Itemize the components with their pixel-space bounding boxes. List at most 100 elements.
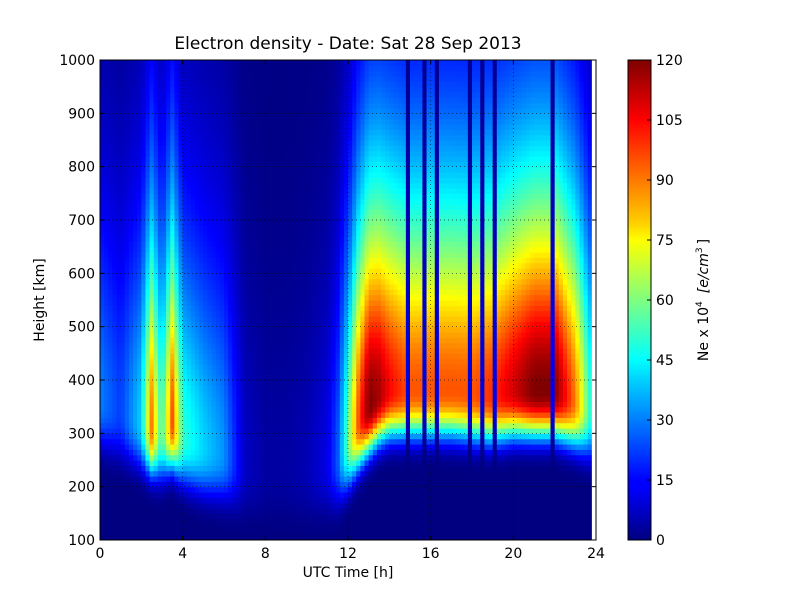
heatmap-cell — [116, 305, 122, 312]
heatmap-cell — [133, 481, 138, 488]
heatmap-cell — [203, 337, 209, 344]
heatmap-cell — [224, 268, 229, 274]
heatmap-cell — [124, 380, 130, 386]
heatmap-cell — [244, 252, 250, 258]
heatmap-cell — [224, 236, 229, 242]
heatmap-cell — [224, 417, 229, 424]
heatmap-cell — [170, 166, 175, 173]
heatmap-cell — [162, 380, 167, 386]
heatmap-cell — [257, 369, 262, 376]
heatmap-cell — [327, 486, 333, 493]
heatmap-cell — [133, 214, 138, 221]
heatmap-cell — [281, 65, 287, 72]
heatmap-cell — [195, 300, 200, 306]
heatmap-cell — [261, 470, 266, 477]
heatmap-cell — [190, 230, 196, 237]
heatmap-cell — [133, 380, 138, 386]
heatmap-cell — [199, 70, 204, 77]
heatmap-cell — [157, 401, 163, 408]
heatmap-cell — [203, 438, 209, 445]
heatmap-cell — [277, 300, 283, 306]
heatmap-cell — [182, 316, 188, 322]
heatmap-cell — [178, 401, 184, 408]
heatmap-cell — [178, 417, 184, 424]
heatmap-cell — [100, 524, 105, 530]
heatmap-cell — [199, 124, 204, 130]
heatmap-cell — [290, 492, 295, 498]
heatmap-cell — [257, 529, 262, 536]
heatmap-cell — [104, 150, 109, 157]
heatmap-cell — [149, 390, 155, 397]
heatmap-cell — [203, 348, 209, 354]
heatmap-cell — [190, 214, 196, 221]
heatmap-cell — [219, 321, 225, 328]
heatmap-cell — [133, 65, 138, 72]
heatmap-cell — [232, 406, 237, 413]
heatmap-cell — [224, 177, 229, 184]
heatmap-cell — [240, 412, 246, 418]
heatmap-cell — [224, 161, 229, 168]
heatmap-cell — [199, 353, 204, 360]
heatmap-cell — [170, 332, 175, 338]
heatmap-cell — [145, 273, 151, 280]
heatmap-cell — [314, 273, 320, 280]
heatmap-cell — [133, 86, 138, 93]
heatmap-cell — [294, 102, 299, 109]
heatmap-cell — [248, 369, 254, 376]
heatmap-cell — [252, 188, 258, 194]
heatmap-cell — [203, 193, 209, 200]
heatmap-cell — [244, 172, 250, 178]
heatmap-cell — [294, 396, 299, 402]
heatmap-cell — [166, 241, 171, 248]
heatmap-cell — [112, 124, 118, 130]
heatmap-cell — [215, 172, 221, 178]
heatmap-cell — [112, 444, 118, 450]
heatmap-cell — [302, 172, 308, 178]
heatmap-cell — [215, 428, 221, 434]
heatmap-cell — [195, 225, 200, 232]
heatmap-cell — [178, 220, 184, 226]
heatmap-cell — [286, 476, 291, 482]
heatmap-cell — [240, 460, 246, 466]
heatmap-cell — [232, 369, 237, 376]
heatmap-cell — [269, 300, 275, 306]
heatmap-cell — [252, 118, 258, 125]
heatmap-cell — [286, 406, 291, 413]
heatmap-cell — [133, 118, 138, 125]
heatmap-cell — [323, 198, 328, 205]
heatmap-cell — [145, 508, 151, 514]
heatmap-cell — [174, 172, 180, 178]
heatmap-cell — [133, 401, 138, 408]
heatmap-cell — [203, 534, 209, 540]
heatmap-cell — [128, 97, 134, 104]
heatmap-cell — [252, 348, 258, 354]
heatmap-cell — [232, 465, 237, 472]
heatmap-cell — [153, 172, 159, 178]
heatmap-cell — [178, 513, 184, 520]
heatmap-cell — [240, 97, 246, 104]
heatmap-cell — [277, 428, 283, 434]
heatmap-cell — [149, 284, 155, 290]
heatmap-cell — [215, 134, 221, 141]
heatmap-cell — [265, 113, 271, 120]
heatmap-cell — [137, 310, 142, 317]
heatmap-cell — [124, 230, 130, 237]
heatmap-cell — [298, 433, 304, 440]
heatmap-cell — [323, 236, 328, 242]
heatmap-cell — [319, 358, 324, 365]
heatmap-cell — [199, 65, 204, 72]
heatmap-cell — [252, 60, 258, 66]
heatmap-cell — [323, 438, 328, 445]
heatmap-cell — [174, 118, 180, 125]
heatmap-cell — [186, 337, 192, 344]
heatmap-cell — [133, 284, 138, 290]
heatmap-cell — [323, 348, 328, 354]
heatmap-cell — [228, 364, 233, 370]
heatmap-cell — [298, 257, 304, 264]
heatmap-cell — [162, 193, 167, 200]
heatmap-cell — [219, 209, 225, 216]
heatmap-cell — [145, 252, 151, 258]
heatmap-cell — [186, 198, 192, 205]
heatmap-cell — [314, 118, 320, 125]
heatmap-cell — [128, 497, 134, 504]
